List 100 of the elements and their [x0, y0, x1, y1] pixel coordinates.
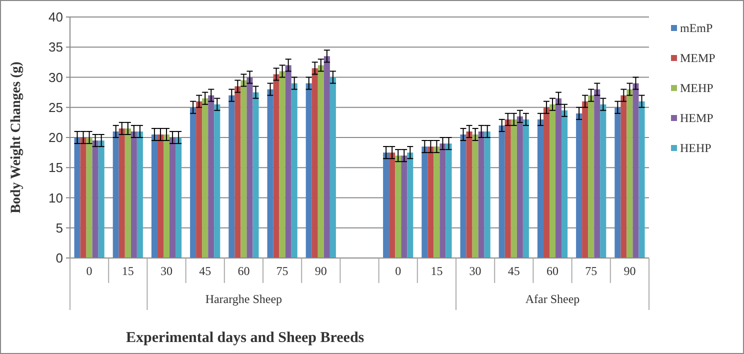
x-tick-label: 90 — [314, 264, 327, 278]
bar — [428, 146, 434, 258]
bar — [279, 71, 286, 258]
bar — [318, 65, 324, 258]
x-tick-label: 15 — [430, 264, 443, 278]
bar — [434, 146, 440, 258]
bar — [170, 138, 176, 258]
y-tick-label: 10 — [48, 190, 63, 206]
y-tick-label: 30 — [48, 70, 63, 85]
bar — [407, 152, 414, 258]
bar — [626, 89, 633, 258]
bar — [395, 156, 402, 258]
bar — [267, 89, 274, 258]
x-tick-label: 0 — [395, 264, 402, 278]
bar — [190, 107, 196, 258]
bar — [632, 83, 639, 258]
bar — [214, 104, 220, 258]
bar — [440, 144, 446, 258]
bar — [136, 131, 143, 258]
y-tick-label: 20 — [48, 130, 63, 146]
bar — [163, 134, 170, 258]
x-tick-label: 45 — [508, 264, 520, 278]
x-tick-label: 60 — [546, 264, 558, 278]
bar — [306, 83, 312, 258]
y-tick-label: 35 — [48, 40, 63, 55]
x-tick-label: 30 — [160, 264, 172, 278]
bar — [556, 98, 562, 258]
y-tick-label: 40 — [48, 10, 63, 25]
bar — [498, 125, 505, 258]
bar — [446, 144, 452, 258]
bar — [537, 119, 544, 258]
x-tick-label: 15 — [122, 264, 134, 278]
bar — [196, 101, 202, 258]
bar — [86, 138, 92, 258]
bar — [151, 134, 158, 258]
legend-label: HEHP — [680, 141, 712, 156]
bar — [291, 83, 298, 258]
bar — [383, 152, 390, 258]
bar — [330, 77, 336, 258]
legend-label: MEHP — [680, 81, 714, 96]
legend-label: mEmP — [680, 21, 713, 36]
bar — [543, 107, 550, 258]
x-tick-label: 60 — [238, 264, 250, 278]
bar — [118, 128, 125, 258]
bar — [74, 138, 80, 258]
bar — [549, 104, 556, 258]
bar — [285, 65, 292, 258]
x-tick-label: 45 — [199, 264, 212, 278]
bar — [80, 138, 86, 258]
bar — [600, 104, 606, 258]
y-tick-label: 15 — [48, 160, 63, 176]
bar — [614, 107, 621, 258]
bar — [478, 131, 484, 258]
x-tick-label: 90 — [624, 264, 636, 278]
bar — [460, 134, 466, 258]
bar — [422, 146, 428, 258]
text: Afar Sheep — [525, 292, 580, 306]
x-tick-label: 30 — [469, 264, 482, 278]
bar — [389, 152, 396, 258]
legend-label: HEMP — [680, 111, 714, 126]
bar — [273, 74, 280, 258]
bar — [176, 138, 182, 258]
bar — [208, 95, 214, 258]
bar — [638, 101, 645, 258]
bar — [92, 140, 98, 258]
bar — [582, 101, 588, 258]
y-tick-label: 25 — [48, 100, 63, 115]
bar — [510, 119, 517, 258]
x-axis-title: Experimental days and Sheep Breeds — [126, 330, 364, 346]
x-tick-label: 75 — [585, 264, 598, 278]
bar — [157, 134, 164, 258]
bar — [504, 119, 511, 258]
x-tick-label: 0 — [86, 264, 92, 278]
y-tick-label: 5 — [56, 220, 63, 236]
bar — [466, 131, 472, 258]
bar — [234, 86, 241, 258]
bar — [484, 131, 490, 258]
bar — [228, 95, 235, 258]
bar — [240, 80, 247, 258]
bar — [588, 95, 594, 258]
text: Hararghe Sheep — [205, 292, 282, 306]
bar — [130, 131, 137, 258]
bar — [246, 77, 253, 258]
bar — [124, 128, 131, 258]
bar — [312, 68, 318, 258]
bar — [594, 89, 600, 258]
x-tick-label: 75 — [276, 264, 288, 278]
bar — [202, 98, 208, 258]
bar — [98, 140, 104, 258]
bar — [472, 134, 478, 258]
legend-label: MEMP — [680, 51, 716, 66]
bar — [522, 119, 529, 258]
bar — [324, 56, 330, 258]
y-tick-label: 0 — [56, 250, 63, 266]
bar — [562, 110, 568, 258]
bar — [252, 92, 259, 258]
bar — [401, 156, 408, 258]
bar — [620, 95, 627, 258]
bar — [576, 113, 582, 258]
bar — [112, 131, 119, 258]
